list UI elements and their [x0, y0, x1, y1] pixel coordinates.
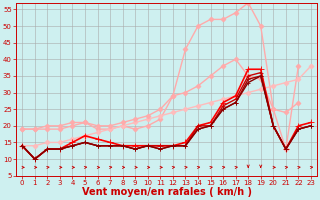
- X-axis label: Vent moyen/en rafales ( km/h ): Vent moyen/en rafales ( km/h ): [82, 187, 252, 197]
